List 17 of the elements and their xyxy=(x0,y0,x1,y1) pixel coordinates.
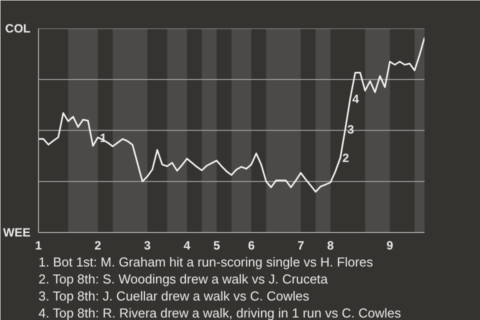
x-tick-label: 4 xyxy=(184,238,191,252)
x-tick-label: 3 xyxy=(144,238,152,252)
x-tick-label: 8 xyxy=(327,238,334,252)
x-tick-label: 2 xyxy=(94,238,102,252)
x-tick-label: 5 xyxy=(213,238,220,252)
text: WEE xyxy=(3,226,31,240)
annotation: 2 xyxy=(342,151,350,166)
x-tick-label: 6 xyxy=(248,238,255,252)
text: 3. Top 8th: J. Cuellar drew a walk vs C. Cowles xyxy=(38,288,310,304)
annotation: 4 xyxy=(352,92,360,106)
text: 1. Bot 1st: M. Graham hit a run-scoring single vs H. Flores xyxy=(38,254,374,270)
text: COL xyxy=(5,22,31,36)
x-tick-label: 1 xyxy=(35,238,42,252)
text: 4. Top 8th: R. Rivera drew a walk, driving in 1 run vs C. Cowles xyxy=(38,306,402,320)
x-tick-label: 9 xyxy=(386,238,394,252)
x-tick-label: 7 xyxy=(297,238,304,252)
text: 2. Top 8th: S. Woodings drew a walk vs J. Cruceta xyxy=(38,272,329,286)
